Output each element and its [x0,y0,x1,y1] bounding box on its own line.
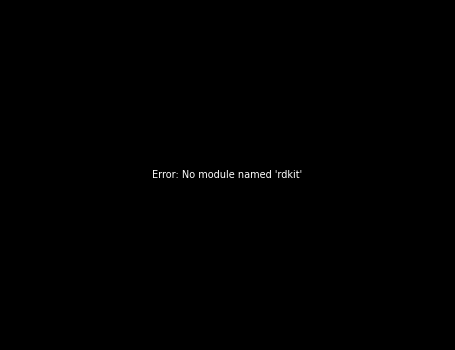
Text: Error: No module named 'rdkit': Error: No module named 'rdkit' [152,170,303,180]
